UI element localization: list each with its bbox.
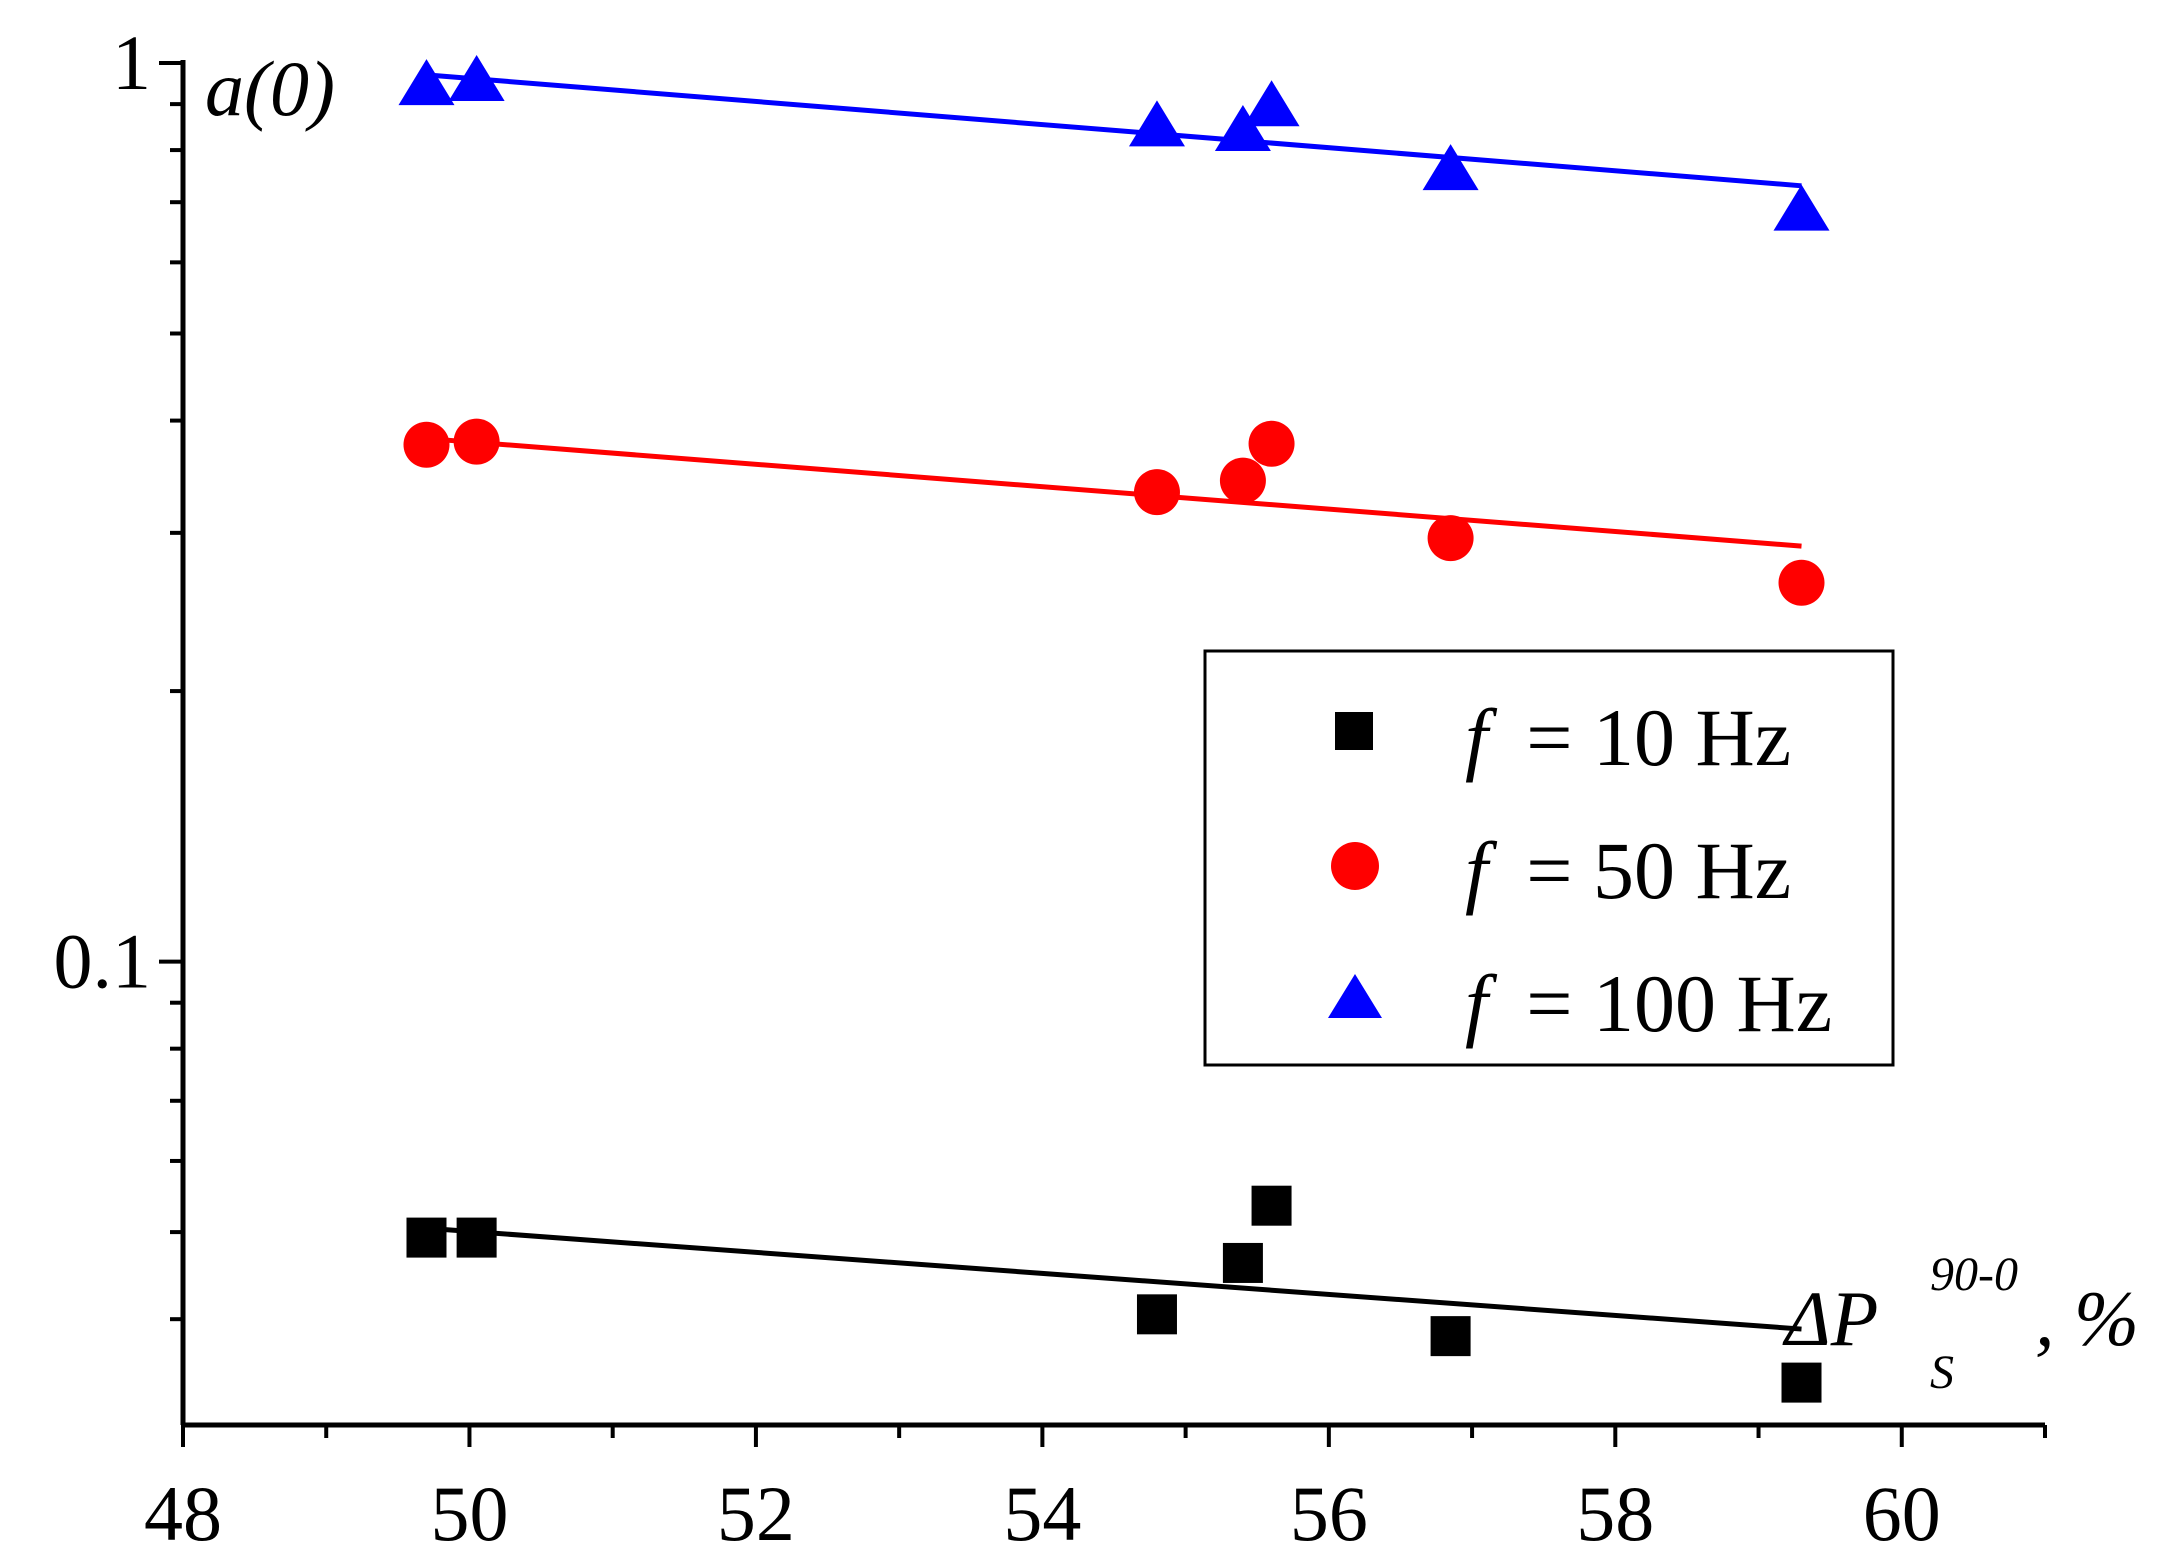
data-point-square xyxy=(456,1217,497,1258)
data-point-circle xyxy=(1248,420,1295,467)
data-point-triangle xyxy=(398,59,455,106)
legend-label-10hz-f: f xyxy=(1465,692,1498,783)
legend-entry-10hz: f = 10 Hz xyxy=(1335,692,1791,783)
data-point-triangle xyxy=(1422,144,1479,191)
data-point-circle xyxy=(1219,457,1266,504)
x-tick-label: 58 xyxy=(1576,1470,1654,1556)
data-point-circle xyxy=(453,418,500,465)
x-axis-title-main: ΔP xyxy=(1782,1275,1878,1362)
y-tick-label: 1 xyxy=(112,19,151,106)
legend-entry-100hz: f = 100 Hz xyxy=(1328,958,1832,1049)
legend-label-10hz: f = 10 Hz xyxy=(1465,692,1791,783)
data-point-triangle xyxy=(1773,184,1830,231)
fit-line-circle xyxy=(426,436,1802,549)
x-axis-title-unit: , % xyxy=(2035,1275,2139,1362)
legend-label-100hz-f: f xyxy=(1465,958,1498,1049)
x-tick-label: 50 xyxy=(430,1470,508,1556)
data-point-circle xyxy=(1133,469,1180,516)
data-point-square xyxy=(406,1217,447,1258)
fit-line-triangle xyxy=(426,72,1802,189)
legend: f = 10 Hz f = 50 Hz f = 100 Hz xyxy=(1203,649,1895,1067)
legend-label-50hz: f = 50 Hz xyxy=(1465,825,1791,916)
fit-line-square xyxy=(426,1225,1802,1332)
legend-label-100hz: f = 100 Hz xyxy=(1465,958,1832,1049)
data-point-triangle xyxy=(1214,105,1271,152)
data-point-circle xyxy=(1427,515,1474,562)
legend-triangle-marker xyxy=(1328,974,1382,1018)
data-point-square xyxy=(1430,1316,1471,1357)
data-point-square xyxy=(1781,1362,1822,1403)
data-point-triangle xyxy=(1243,80,1300,127)
x-tick-label: 56 xyxy=(1290,1470,1368,1556)
legend-label-50hz-rest: = 50 Hz xyxy=(1526,825,1791,916)
x-tick-label: 54 xyxy=(1003,1470,1081,1556)
data-point-square xyxy=(1251,1185,1292,1226)
data-point-triangle xyxy=(448,54,505,101)
axes xyxy=(180,60,2045,1428)
legend-box xyxy=(1203,649,1895,1067)
x-axis-ticks: 48 50 52 54 56 58 60 xyxy=(144,1425,2047,1556)
x-tick-label: 52 xyxy=(717,1470,795,1556)
x-tick-label: 48 xyxy=(144,1470,222,1556)
legend-label-50hz-f: f xyxy=(1465,825,1498,916)
legend-square-marker xyxy=(1335,712,1373,750)
x-axis-title-subscript: S xyxy=(1930,1346,1954,1399)
legend-entry-50hz: f = 50 Hz xyxy=(1331,825,1791,916)
y-axis-ticks: 0.11 xyxy=(54,19,183,1322)
data-points xyxy=(398,54,1830,1403)
legend-circle-marker xyxy=(1331,842,1379,890)
data-point-triangle xyxy=(1128,100,1185,147)
y-tick-label: 0.1 xyxy=(54,918,152,1005)
x-axis-title-superscript: 90-0 xyxy=(1930,1248,2018,1301)
data-point-circle xyxy=(403,421,450,468)
data-point-circle xyxy=(1778,559,1825,606)
x-tick-label: 60 xyxy=(1863,1470,1941,1556)
y-axis-title: a(0) xyxy=(205,45,335,132)
fit-lines xyxy=(426,72,1802,1332)
x-axis-title: ΔP 90-0 S , % xyxy=(1782,1248,2139,1399)
legend-label-100hz-rest: = 100 Hz xyxy=(1526,958,1832,1049)
legend-label-10hz-rest: = 10 Hz xyxy=(1526,692,1791,783)
data-point-square xyxy=(1136,1294,1177,1335)
data-point-square xyxy=(1222,1242,1263,1283)
